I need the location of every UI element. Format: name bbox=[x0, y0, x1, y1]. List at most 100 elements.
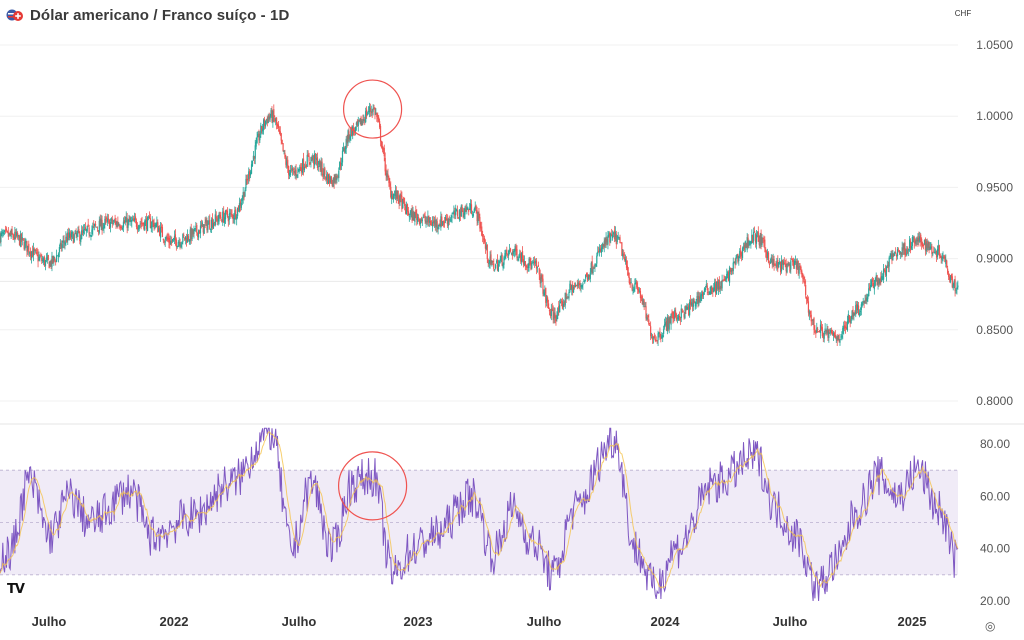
candle-body bbox=[818, 330, 821, 332]
candle-body bbox=[93, 224, 95, 225]
candle-body bbox=[701, 293, 703, 296]
candle-body bbox=[906, 249, 908, 256]
candle-body bbox=[213, 222, 216, 224]
candle-body bbox=[283, 150, 285, 152]
candle-body bbox=[551, 308, 553, 311]
candle-body bbox=[207, 223, 209, 230]
candle-body bbox=[852, 309, 854, 317]
candle-body bbox=[454, 212, 456, 216]
candle-body bbox=[861, 302, 863, 306]
candle-body bbox=[214, 214, 216, 226]
candle-body bbox=[196, 225, 198, 233]
candle-body bbox=[821, 327, 823, 337]
brand-logo[interactable]: TV bbox=[7, 582, 25, 597]
candle-body bbox=[381, 146, 384, 150]
candle-body bbox=[78, 229, 80, 233]
candle-body bbox=[222, 211, 224, 222]
candle-body bbox=[738, 257, 740, 261]
candle-body bbox=[385, 169, 387, 176]
candle-body bbox=[943, 256, 945, 258]
candle-body bbox=[481, 226, 483, 236]
candle-body bbox=[226, 210, 229, 217]
candle-body bbox=[432, 220, 435, 224]
candle-body bbox=[847, 314, 849, 323]
candle-body bbox=[165, 236, 167, 240]
candle-body bbox=[386, 173, 388, 178]
currency-label[interactable]: CHF bbox=[954, 8, 972, 18]
candle-body bbox=[56, 255, 59, 257]
candle-body bbox=[912, 237, 914, 239]
candle-body bbox=[887, 264, 889, 269]
candle-body bbox=[816, 327, 818, 333]
candle-body bbox=[513, 251, 515, 253]
candle-body bbox=[596, 255, 598, 264]
gear-icon[interactable]: ◎ bbox=[985, 619, 996, 633]
candle-body bbox=[37, 254, 39, 262]
candle-body bbox=[479, 217, 481, 229]
candle-body bbox=[844, 325, 846, 329]
candle-body bbox=[30, 251, 32, 257]
candle-body bbox=[745, 243, 747, 248]
candle-body bbox=[310, 157, 312, 163]
candle-body bbox=[9, 232, 11, 236]
candle-body bbox=[441, 216, 443, 226]
candle-body bbox=[99, 219, 101, 227]
candle-body bbox=[294, 170, 296, 174]
candle-body bbox=[834, 334, 836, 339]
candle-body bbox=[543, 292, 545, 296]
candle-body bbox=[103, 224, 105, 229]
candle-body bbox=[939, 254, 941, 256]
candle-body bbox=[704, 288, 707, 291]
candle-body bbox=[187, 236, 190, 240]
candle-body bbox=[293, 171, 295, 173]
candle-body bbox=[566, 297, 568, 299]
candle-body bbox=[451, 215, 453, 218]
candle-body bbox=[782, 261, 784, 266]
candle-body bbox=[873, 285, 875, 290]
candle-body bbox=[127, 220, 129, 228]
candle-body bbox=[208, 220, 210, 225]
candle-body bbox=[4, 229, 7, 231]
candle-body bbox=[538, 268, 540, 275]
candle-body bbox=[290, 168, 293, 170]
candle-body bbox=[361, 120, 363, 126]
candle-body bbox=[938, 245, 940, 256]
candle-body bbox=[147, 216, 150, 218]
candle-body bbox=[674, 309, 676, 317]
candle-body bbox=[854, 312, 856, 314]
candle-body bbox=[220, 216, 222, 219]
candle-body bbox=[625, 260, 628, 268]
candle-body bbox=[173, 235, 176, 241]
candle-body bbox=[469, 208, 471, 210]
candle-body bbox=[488, 262, 490, 265]
candle-body bbox=[831, 332, 834, 335]
candle-body bbox=[588, 275, 590, 277]
candle-body bbox=[118, 224, 120, 226]
candle-body bbox=[91, 229, 93, 235]
candle-body bbox=[328, 175, 331, 183]
candle-body bbox=[739, 251, 741, 257]
candle-body bbox=[89, 234, 91, 236]
candle-body bbox=[808, 311, 810, 315]
candle-body bbox=[299, 166, 301, 172]
chart-header: Dólar americano / Franco suíço - 1D bbox=[6, 4, 289, 26]
candle-body bbox=[491, 260, 493, 263]
candle-body bbox=[318, 160, 320, 165]
candle-body bbox=[391, 194, 393, 200]
candle-body bbox=[463, 212, 465, 218]
candle-body bbox=[585, 274, 587, 279]
candle-body bbox=[858, 312, 861, 316]
candle-body bbox=[107, 218, 110, 220]
candle-body bbox=[482, 234, 484, 237]
candle-body bbox=[265, 119, 267, 121]
candle-body bbox=[79, 232, 81, 242]
candle-body bbox=[572, 284, 574, 293]
candle-body bbox=[2, 231, 4, 234]
candle-body bbox=[650, 326, 652, 337]
rsi-line bbox=[0, 427, 959, 602]
candle-body bbox=[883, 268, 885, 280]
candle-body bbox=[85, 229, 87, 232]
candle-body bbox=[311, 158, 313, 160]
candle-body bbox=[685, 306, 687, 310]
